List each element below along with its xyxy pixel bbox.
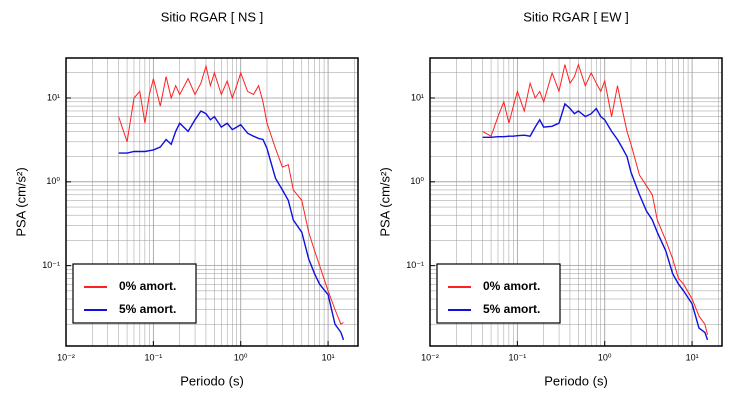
series-line [482,63,708,335]
legend-box [72,263,197,324]
x-tick-label: 10⁻² [57,352,75,362]
y-axis-label: PSA (cm/s²) [13,167,28,236]
legend-box [436,263,561,324]
legend-label: 5% amort. [119,302,176,316]
legend-label: 0% amort. [119,279,176,293]
y-tick-label: 10⁻¹ [42,260,60,270]
y-tick-label: 10¹ [47,92,60,102]
x-tick-label: 10⁻² [421,352,439,362]
plot: Sitio RGAR [ NS ] Periodo (s) PSA (cm/s²) 1… [13,9,359,388]
x-tick-label: 10¹ [322,352,335,362]
plot-frame [65,57,359,347]
x-tick-label: 10⁻¹ [508,352,526,362]
y-axis-label: PSA (cm/s²) [377,167,392,236]
series-line [482,102,709,341]
series-line [118,110,345,341]
plot: Sitio RGAR [ EW ] Periodo (s) PSA (cm/s²) 1… [377,9,723,388]
y-tick-label: 10⁰ [410,176,424,186]
x-tick-label: 10⁰ [234,352,248,362]
chart-title: Sitio RGAR [ EW ] [523,9,628,24]
plot-frame [429,57,723,347]
y-tick-label: 10¹ [411,92,424,102]
y-tick-label: 10⁰ [46,176,60,186]
legend-label: 0% amort. [483,279,540,293]
x-tick-label: 10⁻¹ [144,352,162,362]
x-tick-label: 10⁰ [598,352,612,362]
x-tick-label: 10¹ [686,352,699,362]
x-axis-label: Periodo (s) [544,373,608,388]
chart-title: Sitio RGAR [ NS ] [161,9,264,24]
legend-label: 5% amort. [483,302,540,316]
y-tick-label: 10⁻¹ [406,260,424,270]
x-axis-label: Periodo (s) [180,373,244,388]
series-line [118,64,344,325]
